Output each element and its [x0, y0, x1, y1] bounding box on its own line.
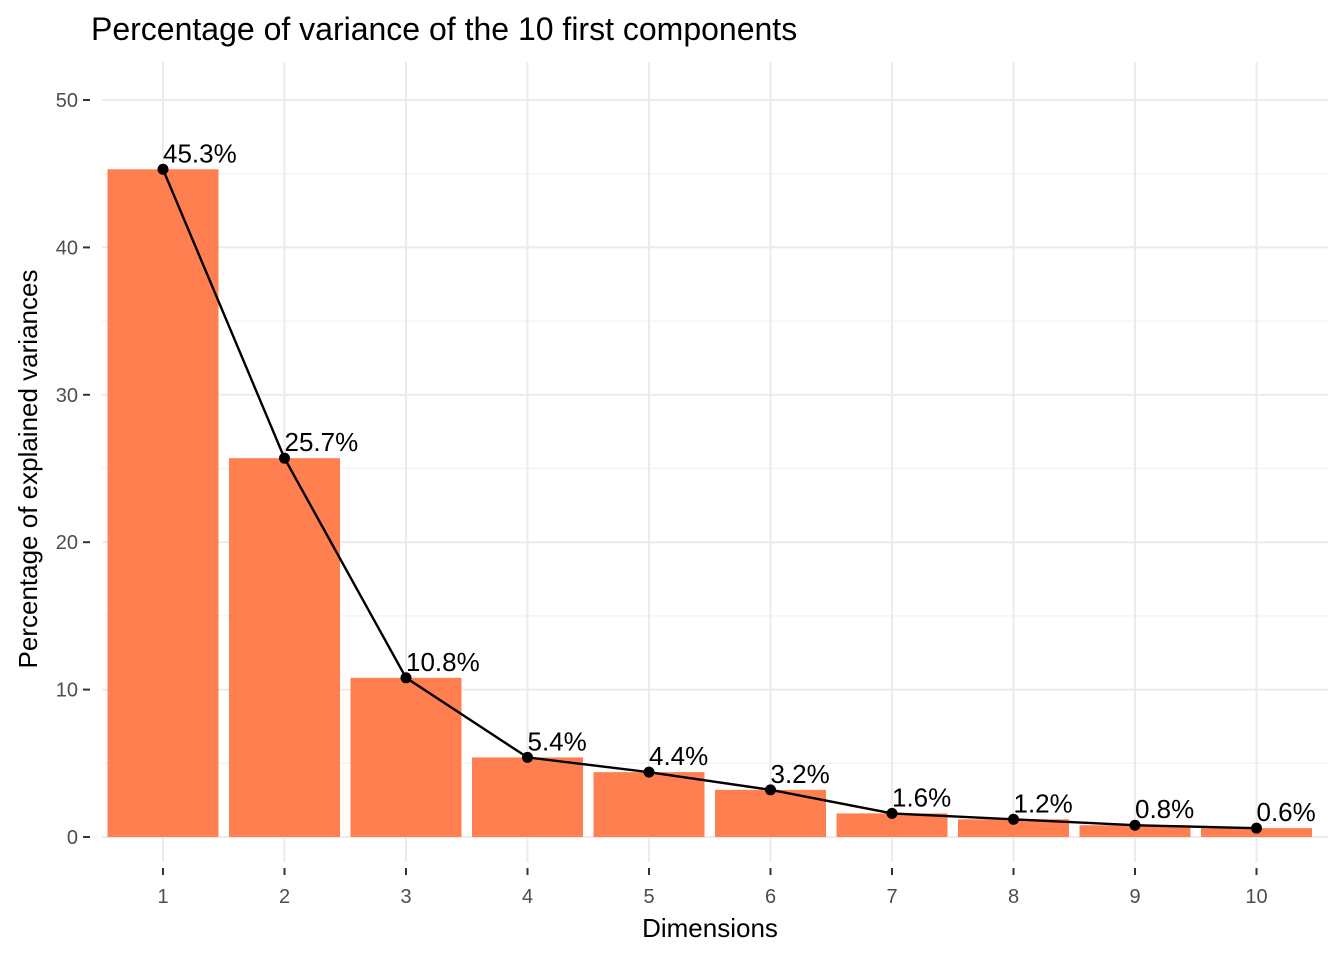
- data-labels: 45.3% 25.7% 10.8% 5.4% 4.4% 3.2% 1.6% 1.2% 0.8% 0…: [163, 138, 1316, 827]
- bar-dim-3: [350, 677, 462, 837]
- bars: [107, 169, 1312, 837]
- x-tick-label: 2: [279, 886, 290, 908]
- data-label-dim-9: 0.8%: [1135, 794, 1194, 824]
- chart-title: Percentage of variance of the 10 first c…: [91, 11, 797, 47]
- point-dim-6: [765, 784, 776, 796]
- point-dim-8: [1008, 813, 1019, 825]
- data-label-dim-3: 10.8%: [406, 647, 480, 677]
- y-tick-label: 30: [56, 385, 78, 407]
- bar-dim-5: [593, 772, 705, 837]
- x-tick-label: 9: [1129, 886, 1140, 908]
- data-label-dim-5: 4.4%: [649, 741, 708, 771]
- point-dim-2: [279, 452, 290, 464]
- data-label-dim-2: 25.7%: [285, 427, 359, 457]
- x-tick-label: 8: [1008, 886, 1019, 908]
- x-tick-label: 10: [1245, 886, 1267, 908]
- point-dim-1: [157, 163, 169, 175]
- x-tick-label: 5: [643, 886, 654, 908]
- variance-polyline: [161, 168, 1257, 830]
- y-tick-label: 10: [56, 680, 78, 702]
- point-dim-10: [1251, 822, 1262, 834]
- data-label-dim-6: 3.2%: [771, 759, 830, 789]
- bar-dim-1: [107, 169, 219, 837]
- y-tick-label: 0: [67, 827, 78, 849]
- y-tick-label: 40: [56, 237, 78, 259]
- y-axis-title: Percentage of explained variances: [13, 270, 43, 669]
- x-tick-label: 3: [400, 886, 411, 908]
- point-dim-4: [522, 751, 533, 763]
- point-dim-9: [1129, 819, 1141, 831]
- point-dim-3: [400, 672, 412, 684]
- variance-line: [161, 168, 1257, 830]
- x-tick-label: 1: [157, 886, 168, 908]
- x-axis-title: Dimensions: [642, 913, 778, 943]
- y-axis: 0 10 20 30 40 50: [56, 90, 90, 849]
- data-label-dim-10: 0.6%: [1257, 797, 1316, 827]
- bar-dim-2: [229, 458, 340, 837]
- x-tick-label: 7: [886, 886, 897, 908]
- y-tick-label: 20: [56, 532, 78, 554]
- bar-dim-8: [958, 819, 1069, 837]
- bar-dim-9: [1079, 825, 1191, 837]
- point-dim-5: [643, 766, 655, 778]
- x-tick-label: 6: [765, 886, 776, 908]
- bar-dim-4: [472, 757, 583, 837]
- data-label-dim-1: 45.3%: [163, 138, 237, 168]
- bar-dim-7: [836, 813, 948, 837]
- x-tick-label: 4: [522, 886, 533, 908]
- data-label-dim-8: 1.2%: [1014, 788, 1073, 818]
- y-tick-label: 50: [56, 90, 78, 112]
- data-label-dim-7: 1.6%: [892, 782, 951, 812]
- x-axis: 1 2 3 4 5 6 7 8 9 10: [157, 868, 1268, 908]
- point-dim-7: [886, 807, 898, 819]
- data-points: [157, 163, 1262, 834]
- data-label-dim-4: 5.4%: [528, 726, 587, 756]
